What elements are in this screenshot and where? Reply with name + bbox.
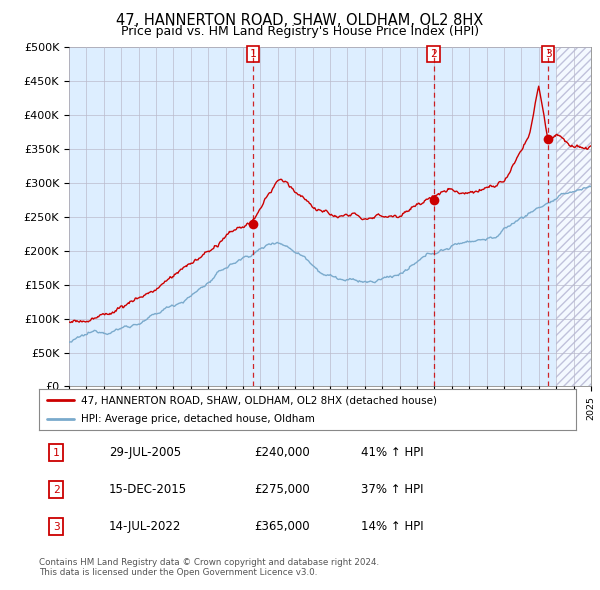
Text: Contains HM Land Registry data © Crown copyright and database right 2024.
This d: Contains HM Land Registry data © Crown c… — [39, 558, 379, 577]
Text: £275,000: £275,000 — [254, 483, 310, 496]
Text: 29-JUL-2005: 29-JUL-2005 — [109, 446, 181, 459]
Text: £365,000: £365,000 — [254, 520, 310, 533]
Text: 37% ↑ HPI: 37% ↑ HPI — [361, 483, 424, 496]
Text: 3: 3 — [545, 49, 551, 59]
Text: 3: 3 — [53, 522, 59, 532]
Text: 1: 1 — [53, 448, 59, 457]
Text: 14-JUL-2022: 14-JUL-2022 — [109, 520, 181, 533]
Bar — [556, 47, 591, 386]
Text: Price paid vs. HM Land Registry's House Price Index (HPI): Price paid vs. HM Land Registry's House … — [121, 25, 479, 38]
Text: 2: 2 — [430, 49, 437, 59]
Text: 1: 1 — [250, 49, 256, 59]
Text: 41% ↑ HPI: 41% ↑ HPI — [361, 446, 424, 459]
Text: 47, HANNERTON ROAD, SHAW, OLDHAM, OL2 8HX: 47, HANNERTON ROAD, SHAW, OLDHAM, OL2 8H… — [116, 13, 484, 28]
Text: 14% ↑ HPI: 14% ↑ HPI — [361, 520, 424, 533]
Text: 2: 2 — [53, 485, 59, 494]
Text: £240,000: £240,000 — [254, 446, 310, 459]
Text: 47, HANNERTON ROAD, SHAW, OLDHAM, OL2 8HX (detached house): 47, HANNERTON ROAD, SHAW, OLDHAM, OL2 8H… — [81, 395, 437, 405]
Text: 15-DEC-2015: 15-DEC-2015 — [109, 483, 187, 496]
Text: HPI: Average price, detached house, Oldham: HPI: Average price, detached house, Oldh… — [81, 415, 315, 424]
